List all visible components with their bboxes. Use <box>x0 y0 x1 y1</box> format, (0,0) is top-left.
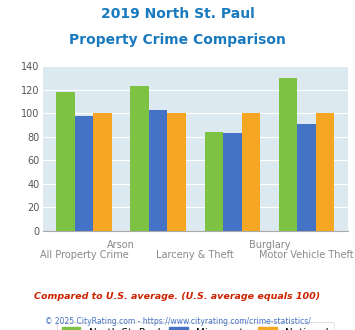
Text: © 2025 CityRating.com - https://www.cityrating.com/crime-statistics/: © 2025 CityRating.com - https://www.city… <box>45 317 310 326</box>
Bar <box>279 78 297 231</box>
Text: Larceny & Theft: Larceny & Theft <box>156 250 234 260</box>
Bar <box>75 115 93 231</box>
Bar <box>131 86 149 231</box>
Bar <box>56 92 75 231</box>
Text: Property Crime Comparison: Property Crime Comparison <box>69 33 286 47</box>
Legend: North St. Paul, Minnesota, National: North St. Paul, Minnesota, National <box>56 322 334 330</box>
Bar <box>297 124 316 231</box>
Text: All Property Crime: All Property Crime <box>40 250 129 260</box>
Bar <box>93 113 112 231</box>
Text: Motor Vehicle Theft: Motor Vehicle Theft <box>259 250 354 260</box>
Bar <box>168 113 186 231</box>
Text: Arson: Arson <box>107 241 135 250</box>
Text: 2019 North St. Paul: 2019 North St. Paul <box>100 7 255 20</box>
Bar <box>316 113 334 231</box>
Text: Compared to U.S. average. (U.S. average equals 100): Compared to U.S. average. (U.S. average … <box>34 292 321 301</box>
Bar <box>204 132 223 231</box>
Text: Burglary: Burglary <box>248 241 290 250</box>
Bar <box>149 110 168 231</box>
Bar <box>241 113 260 231</box>
Bar <box>223 133 241 231</box>
